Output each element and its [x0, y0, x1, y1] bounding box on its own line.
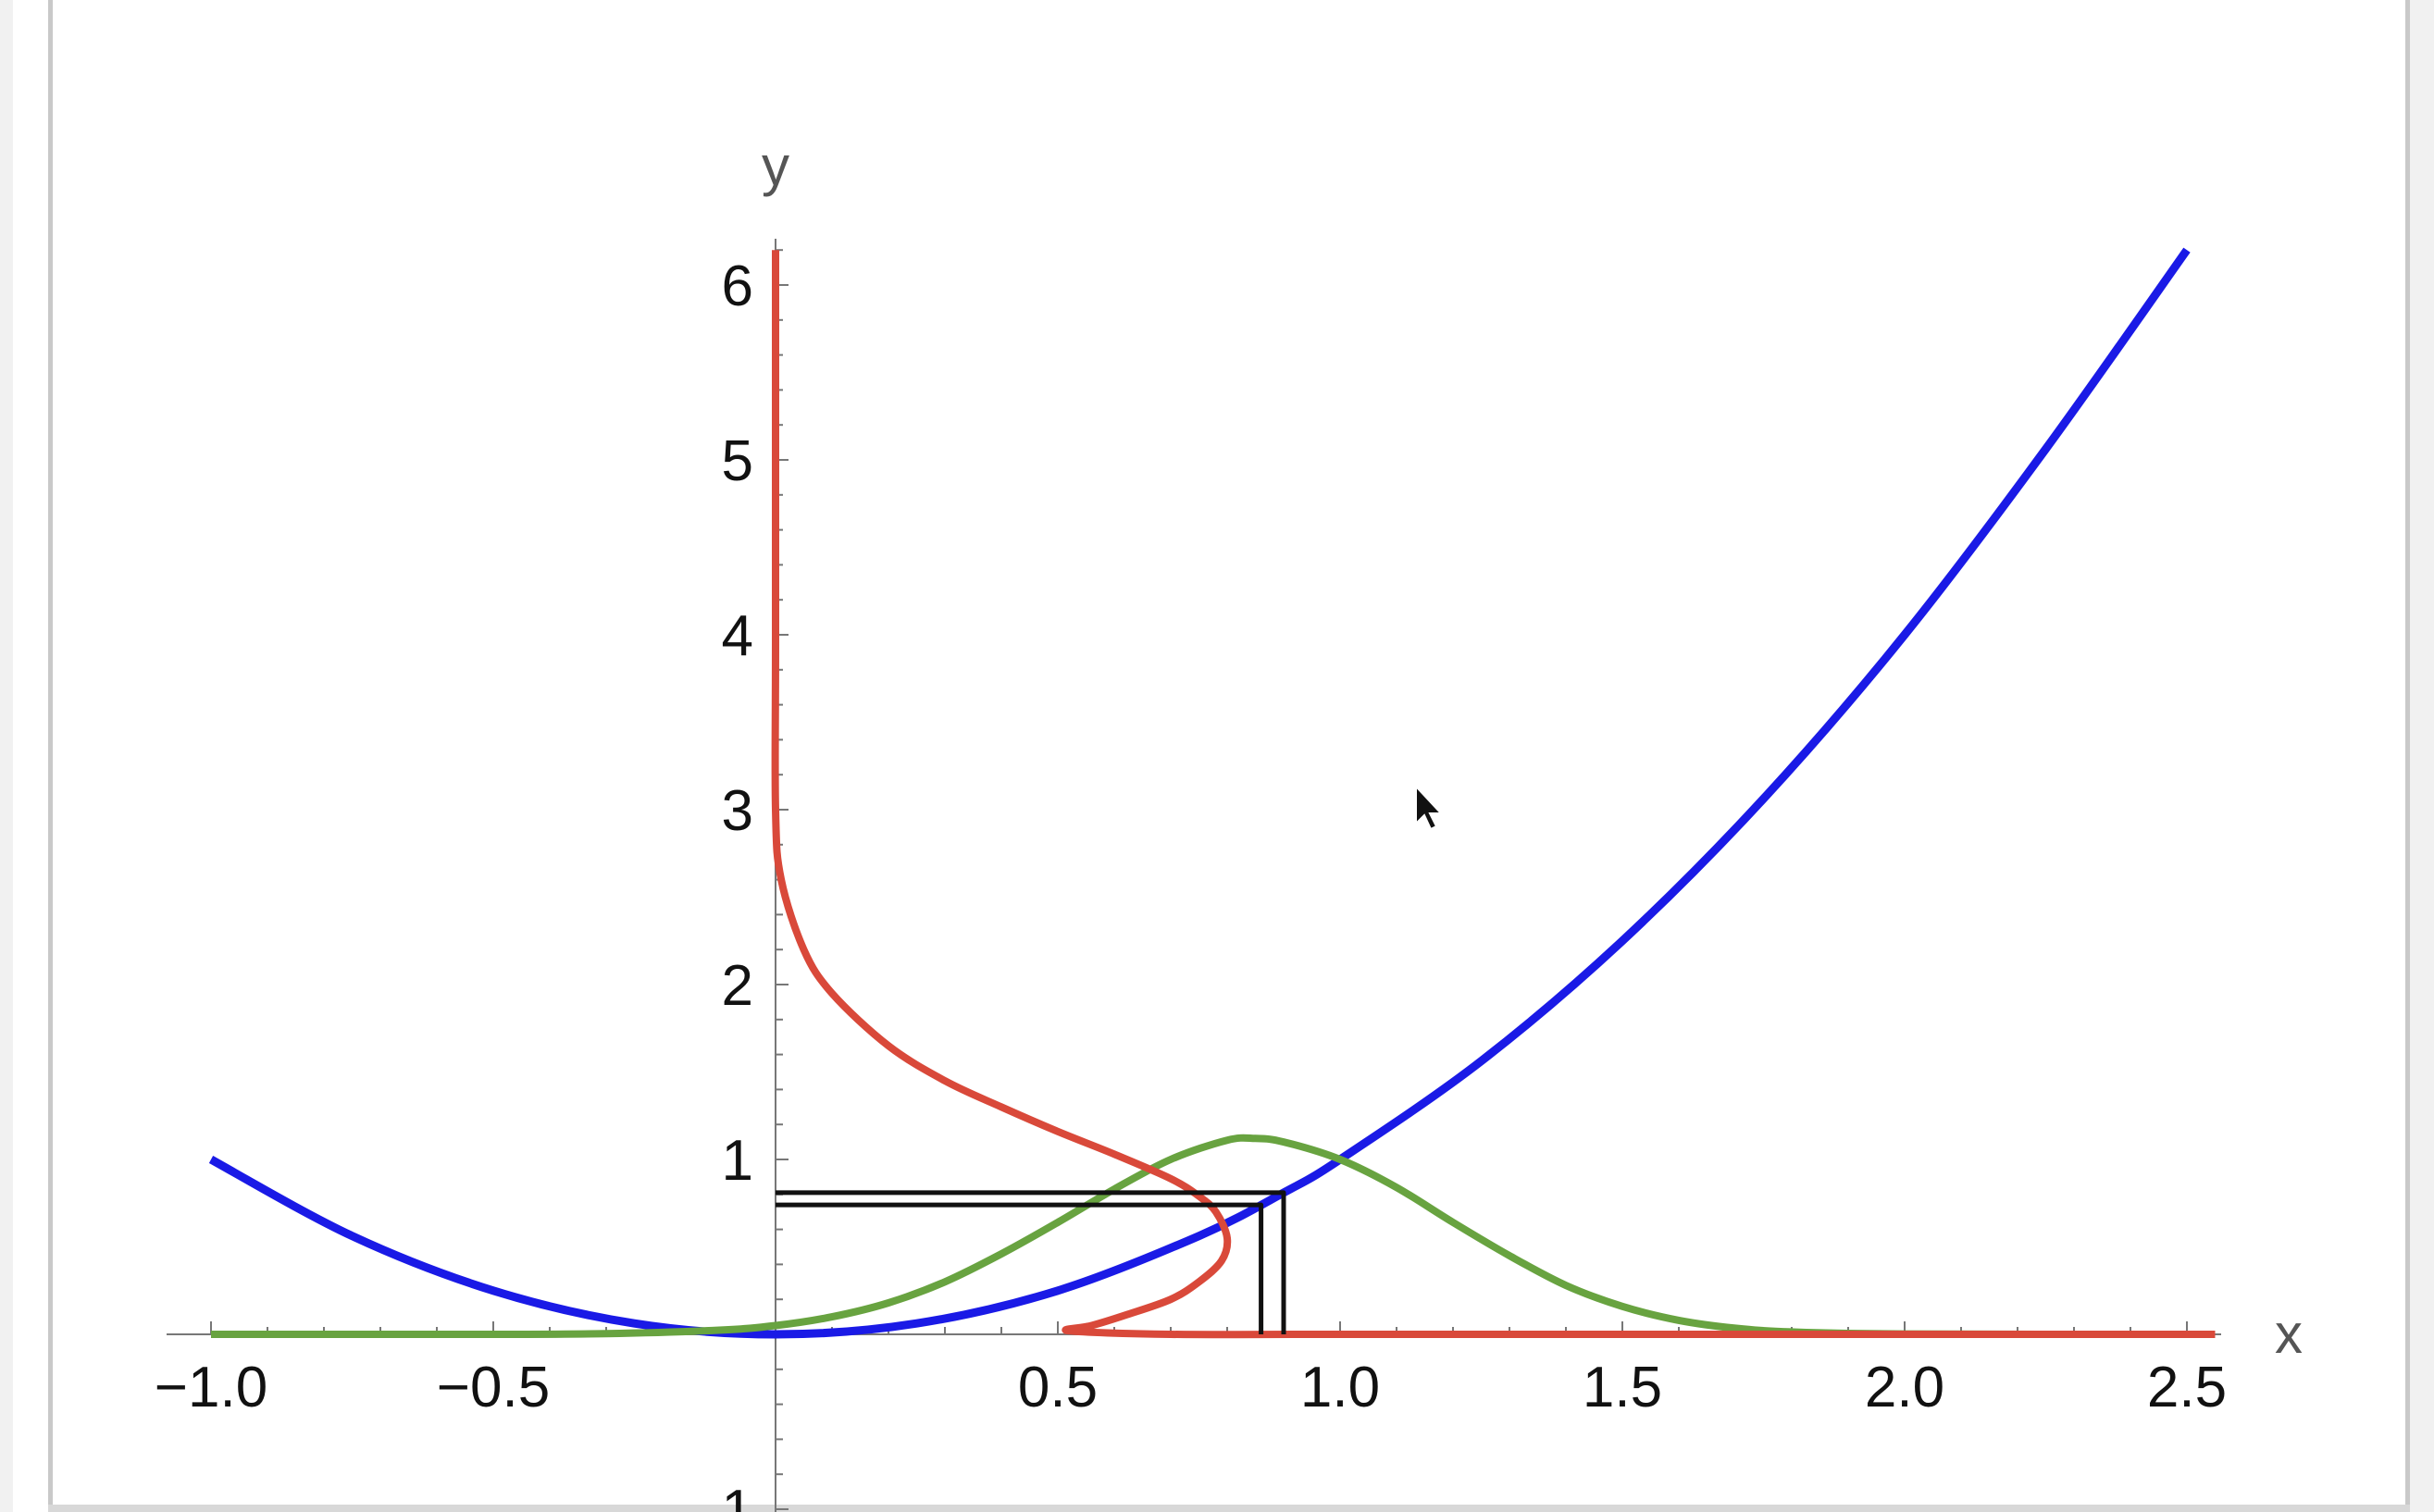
y-tick-label: 3 [722, 779, 753, 843]
series-4-line [776, 1190, 1286, 1334]
bottom-frame-border [48, 1505, 2410, 1512]
mouse-pointer-icon [1415, 784, 1444, 831]
left-window-gutter [0, 0, 13, 1512]
y-axis-label: y [762, 135, 789, 197]
series-1-line [208, 247, 2191, 1339]
y-tick-label-partial: 1 [722, 1479, 753, 1512]
series-3-line [771, 250, 2216, 1339]
series-2-line [210, 1134, 2188, 1339]
left-frame-border [48, 0, 53, 1512]
x-tick-label: 2.0 [1865, 1356, 1944, 1419]
axes [167, 239, 2221, 1512]
x-tick-label: 0.5 [1018, 1356, 1098, 1419]
right-window-gutter [2410, 0, 2434, 1512]
x-tick-label: 2.5 [2147, 1356, 2227, 1419]
y-tick-label: 6 [722, 254, 753, 318]
series-5-line [776, 1202, 1264, 1334]
curves [208, 247, 2216, 1339]
y-tick-label: 1 [722, 1129, 753, 1193]
y-tick-label: 2 [722, 954, 753, 1018]
right-frame-border [2405, 0, 2410, 1512]
y-tick-label: 4 [722, 604, 753, 668]
x-axis-label: x [2275, 1303, 2303, 1365]
tick-labels: −1.0 −0.5 0.5 1.0 1.5 2.0 2.5 1 2 3 4 5 6 1 [155, 254, 2227, 1512]
x-tick-label: −1.0 [155, 1356, 267, 1419]
y-tick-label: 5 [722, 429, 753, 493]
x-tick-label: 1.5 [1583, 1356, 1662, 1419]
x-tick-label: −0.5 [437, 1356, 550, 1419]
x-tick-label: 1.0 [1300, 1356, 1380, 1419]
